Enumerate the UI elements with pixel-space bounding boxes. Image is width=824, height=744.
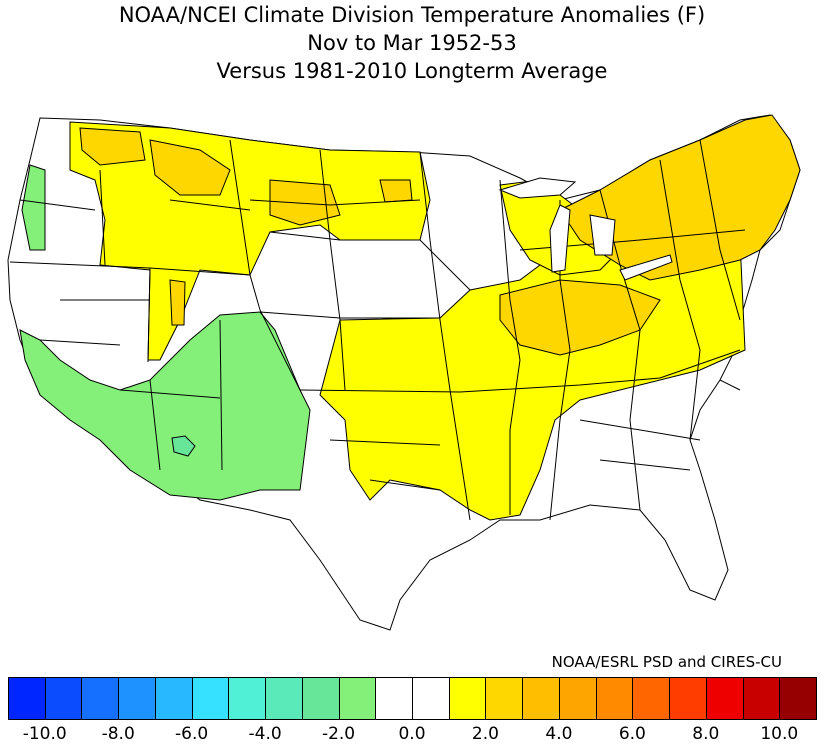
colorbar-tick-label: 4.0 (545, 724, 573, 744)
region-warm-gold-id (169, 279, 186, 326)
lake-superior (498, 177, 577, 199)
colorbar-cell (412, 677, 450, 720)
colorbar-tick-label: -4.0 (248, 724, 282, 744)
colorbar-cell (191, 677, 230, 720)
colorbar-cell (742, 677, 781, 720)
colorbar-tick-label: -10.0 (22, 724, 67, 744)
lake-erie (619, 254, 673, 281)
colorbar-tick-label: 6.0 (618, 724, 646, 744)
colorbar-cell (81, 677, 120, 720)
region-cool-green-nw (21, 164, 46, 251)
colorbar-tick-label: -8.0 (101, 724, 135, 744)
colorbar-cell (301, 677, 340, 720)
colorbar-cell (558, 677, 597, 720)
colorbar-cell (375, 677, 413, 720)
colorbar-cell (118, 677, 156, 720)
region-warm-gold-sd (379, 179, 413, 203)
region-cool-teal (171, 435, 196, 457)
colorbar-tick-label: 2.0 (471, 724, 499, 744)
colorbar-cell (44, 677, 83, 720)
colorbar-cell (779, 677, 817, 720)
colorbar-tick-label: 8.0 (692, 724, 720, 744)
colorbar-cell (522, 677, 560, 720)
lake-michigan (549, 204, 571, 273)
lake-huron (589, 214, 616, 256)
region-warm-gold-wa (79, 127, 146, 166)
colorbar-cell (154, 677, 193, 720)
colorbar-tick-label: -2.0 (321, 724, 356, 744)
us-anomaly-map (7, 114, 801, 631)
title-line-1: NOAA/NCEI Climate Division Temperature A… (118, 3, 706, 27)
colorbar-tick-label: -6.0 (175, 724, 209, 744)
colorbar-cell (669, 677, 707, 720)
colorbar (8, 677, 817, 720)
colorbar-cell (265, 677, 303, 720)
great-lakes (498, 177, 673, 281)
colorbar-cell (705, 677, 744, 720)
colorbar-cell (448, 677, 487, 720)
colorbar-cell (8, 677, 46, 720)
region-warm-gold-nd (269, 179, 341, 226)
region-warm-gold-ov (499, 279, 661, 356)
colorbar-cell (338, 677, 377, 720)
title-line-3: Versus 1981-2010 Longterm Average (216, 59, 608, 83)
colorbar-tick-label: 0.0 (398, 724, 426, 744)
colorbar-cell (632, 677, 671, 720)
colorbar-cell (595, 677, 634, 720)
region-cool-green-sw (19, 311, 311, 501)
colorbar-cell (228, 677, 267, 720)
title-line-2: Nov to Mar 1952-53 (307, 31, 517, 55)
credit-label: NOAA/ESRL PSD and CIRES-CU (551, 653, 782, 671)
map-fills (7, 114, 801, 631)
region-warm-gold-mt (149, 139, 231, 196)
colorbar-cell (485, 677, 524, 720)
colorbar-tick-label: 10.0 (760, 724, 799, 744)
region-warm-gold-ne (559, 114, 801, 281)
